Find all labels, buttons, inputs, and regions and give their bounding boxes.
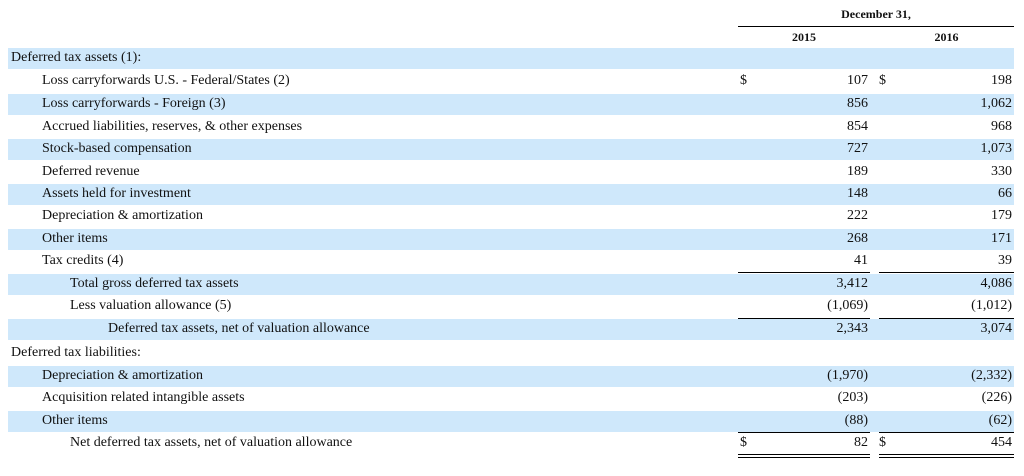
row-label: Loss carryforwards U.S. - Federal/States… [42, 73, 290, 88]
column-header-period: December 31, [841, 7, 911, 21]
table-row: Other items 268 171 [8, 229, 1014, 250]
table-row: Assets held for investment 148 66 [8, 184, 1014, 205]
value-2015: 222 [847, 208, 868, 223]
subtotal-rule [738, 272, 870, 273]
currency-symbol: $ [740, 435, 747, 450]
section-label: Deferred tax assets (1): [11, 50, 142, 65]
currency-symbol: $ [879, 73, 886, 88]
value-2015: (88) [844, 413, 868, 428]
section-header-row: Deferred tax liabilities: [8, 343, 1014, 364]
value-2015: 268 [847, 231, 868, 246]
currency-symbol: $ [879, 435, 886, 450]
row-label: Loss carryforwards - Foreign (3) [42, 96, 226, 111]
row-label: Deferred tax assets, net of valuation al… [108, 321, 370, 336]
row-label: Net deferred tax assets, net of valuatio… [70, 435, 353, 450]
subtotal-rule [738, 432, 870, 433]
table-row: Acquisition related intangible assets (2… [8, 388, 1014, 409]
currency-symbol: $ [740, 73, 747, 88]
value-2016: 198 [991, 73, 1012, 88]
value-2016: (2,332) [971, 368, 1012, 383]
subtotal-rule [879, 272, 1014, 273]
total-row: Net deferred tax assets, net of valuatio… [8, 433, 1014, 454]
value-2015: 107 [847, 73, 868, 88]
subtotal-rule [879, 432, 1014, 433]
table-row: Deferred revenue 189 330 [8, 162, 1014, 183]
value-2015: 854 [847, 119, 868, 134]
subtotal-row: Total gross deferred tax assets 3,412 4,… [8, 274, 1014, 295]
value-2016: 171 [991, 231, 1012, 246]
value-2016: (1,012) [971, 298, 1012, 313]
value-2016: 330 [991, 164, 1012, 179]
table-row: Tax credits (4) 41 39 [8, 251, 1014, 272]
value-2016: (62) [988, 413, 1012, 428]
row-label: Depreciation & amortization [42, 208, 203, 223]
row-label: Depreciation & amortization [42, 368, 203, 383]
value-2015: (1,970) [827, 368, 868, 383]
table-row: Loss carryforwards U.S. - Federal/States… [8, 71, 1014, 92]
table-row: Loss carryforwards - Foreign (3) 856 1,0… [8, 94, 1014, 115]
column-header-rule [738, 26, 1014, 27]
row-label: Total gross deferred tax assets [70, 276, 239, 291]
row-label: Stock-based compensation [42, 141, 192, 156]
value-2015: 82 [854, 435, 868, 450]
column-header-2015: 2015 [738, 30, 870, 49]
table-row: Other items (88) (62) [8, 411, 1014, 432]
value-2015: 2,343 [836, 321, 869, 336]
value-2016: (226) [981, 390, 1012, 405]
value-2016: 1,073 [980, 141, 1013, 156]
value-2016: 968 [991, 119, 1012, 134]
total-double-rule-top [738, 454, 870, 455]
table-row: Accrued liabilities, reserves, & other e… [8, 117, 1014, 138]
value-2015: 148 [847, 186, 868, 201]
value-2015: 727 [847, 141, 868, 156]
column-header-2016: 2016 [879, 30, 1014, 49]
subtotal-rule [879, 318, 1014, 319]
section-header-row: Deferred tax assets (1): [8, 48, 1014, 69]
row-label: Other items [42, 231, 108, 246]
subtotal-rule [738, 318, 870, 319]
value-2016: 39 [998, 253, 1012, 268]
row-label: Accrued liabilities, reserves, & other e… [42, 119, 303, 134]
row-label: Deferred revenue [42, 164, 140, 179]
value-2016: 3,074 [980, 321, 1013, 336]
value-2015: 856 [847, 96, 868, 111]
value-2016: 454 [991, 435, 1012, 450]
value-2015: (203) [837, 390, 868, 405]
value-2016: 1,062 [980, 96, 1013, 111]
row-label: Assets held for investment [42, 186, 191, 201]
table-row: Stock-based compensation 727 1,073 [8, 139, 1014, 160]
total-double-rule-bottom [738, 457, 870, 458]
subtotal-row: Deferred tax assets, net of valuation al… [8, 319, 1014, 340]
value-2015: 41 [854, 253, 868, 268]
total-double-rule-bottom [879, 457, 1014, 458]
table-row: Depreciation & amortization (1,970) (2,3… [8, 366, 1014, 387]
row-label: Less valuation allowance (5) [70, 298, 232, 313]
value-2016: 66 [998, 186, 1012, 201]
row-label: Tax credits (4) [42, 253, 124, 268]
section-label: Deferred tax liabilities: [11, 345, 141, 360]
row-label: Other items [42, 413, 108, 428]
table-row: Less valuation allowance (5) (1,069) (1,… [8, 296, 1014, 317]
value-2015: (1,069) [827, 298, 868, 313]
value-2015: 3,412 [836, 276, 869, 291]
total-double-rule-top [879, 454, 1014, 455]
row-label: Acquisition related intangible assets [42, 390, 245, 405]
table-row: Depreciation & amortization 222 179 [8, 206, 1014, 227]
value-2015: 189 [847, 164, 868, 179]
value-2016: 179 [991, 208, 1012, 223]
value-2016: 4,086 [980, 276, 1013, 291]
